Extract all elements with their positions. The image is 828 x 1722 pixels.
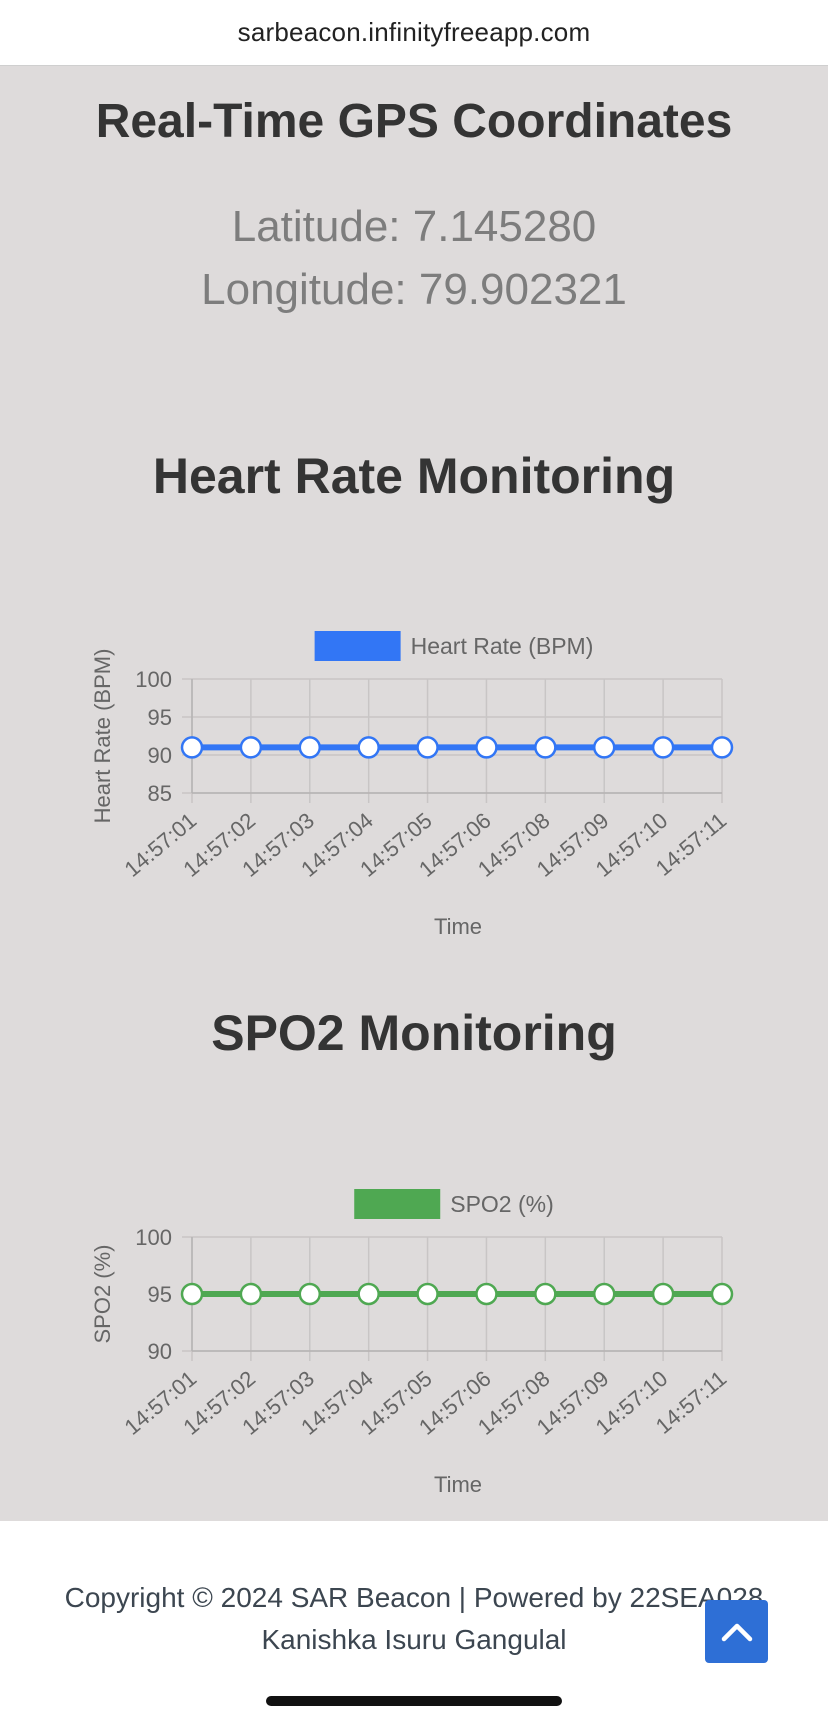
spo2-chart: SPO2 (%) 100 95 90 14:57:01 14:57:02 14:57:03 1… bbox=[0, 1115, 828, 1515]
hr-svg: Heart Rate (BPM)10095908514:57:0114:57:0… bbox=[90, 631, 734, 939]
spo2-legend-label: SPO2 (%) bbox=[450, 1191, 554, 1217]
browser-address-bar[interactable]: sarbeacon.infinityfreeapp.com bbox=[0, 0, 828, 66]
spo2-data-point bbox=[416, 1282, 439, 1306]
spo2-y-axis-title: SPO2 (%) bbox=[90, 1244, 115, 1343]
spo2-data-point bbox=[475, 1282, 498, 1306]
hr-legend-swatch bbox=[314, 631, 401, 661]
hr-data-point bbox=[298, 736, 322, 759]
spo2-y-tick-label: 100 bbox=[135, 1225, 172, 1250]
spo2-legend-swatch bbox=[354, 1189, 441, 1219]
hr-y-axis-title: Heart Rate (BPM) bbox=[90, 649, 115, 824]
spo2-data-point bbox=[592, 1282, 616, 1306]
longitude-value: Longitude: 79.902321 bbox=[201, 265, 627, 314]
spo2-y-tick-label: 95 bbox=[148, 1282, 172, 1307]
spo2-data-point bbox=[239, 1282, 263, 1306]
hr-y-tick-label: 95 bbox=[148, 705, 172, 730]
home-indicator bbox=[266, 1696, 562, 1706]
spo2-section-title: SPO2 Monitoring bbox=[211, 1005, 617, 1061]
hr-x-axis-title: Time bbox=[434, 914, 482, 939]
hr-data-point bbox=[710, 736, 734, 759]
chevron-up-icon bbox=[721, 1623, 752, 1641]
hr-y-tick-label: 100 bbox=[135, 667, 172, 692]
heart-rate-chart: Heart Rate (BPM) 100 95 90 85 14:57:01 14:57:0… bbox=[0, 557, 828, 957]
gps-section-title: Real-Time GPS Coordinates bbox=[95, 95, 733, 148]
author-line: Kanishka Isuru Gangulal bbox=[261, 1624, 567, 1655]
spo2-data-point bbox=[180, 1282, 204, 1306]
copyright-line: Copyright © 2024 SAR Beacon | Powered by… bbox=[64, 1582, 764, 1613]
spo2-svg: SPO2 (%)100959014:57:0114:57:0214:57:031… bbox=[90, 1189, 734, 1497]
hr-data-point bbox=[357, 736, 380, 759]
page-content: Real-Time GPS Coordinates Latitude: 7.14… bbox=[0, 67, 828, 1520]
spo2-data-point bbox=[534, 1282, 557, 1306]
spo2-y-tick-label: 90 bbox=[148, 1339, 172, 1364]
hr-data-point bbox=[239, 736, 263, 759]
hr-data-point bbox=[534, 736, 557, 759]
hr-data-point bbox=[651, 736, 675, 759]
spo2-data-point bbox=[651, 1282, 675, 1306]
scroll-to-top-button[interactable] bbox=[705, 1600, 768, 1663]
spo2-data-point bbox=[357, 1282, 380, 1306]
hr-data-point bbox=[180, 736, 204, 759]
spo2-data-point bbox=[298, 1282, 322, 1306]
spo2-data-point bbox=[710, 1282, 734, 1306]
hr-data-point bbox=[416, 736, 439, 759]
copyright-text: Copyright © 2024 SAR Beacon | Powered by… bbox=[0, 1577, 828, 1661]
latitude-value: Latitude: 7.145280 bbox=[231, 202, 597, 251]
hr-legend-label: Heart Rate (BPM) bbox=[411, 633, 594, 659]
hr-data-point bbox=[475, 736, 498, 759]
footer: Copyright © 2024 SAR Beacon | Powered by… bbox=[0, 1521, 828, 1722]
hr-y-tick-label: 85 bbox=[148, 781, 172, 806]
heart-rate-section-title: Heart Rate Monitoring bbox=[152, 448, 676, 504]
hr-y-tick-label: 90 bbox=[148, 743, 172, 768]
hr-data-point bbox=[592, 736, 616, 759]
spo2-x-axis-title: Time bbox=[434, 1472, 482, 1497]
page-url[interactable]: sarbeacon.infinityfreeapp.com bbox=[237, 17, 591, 47]
